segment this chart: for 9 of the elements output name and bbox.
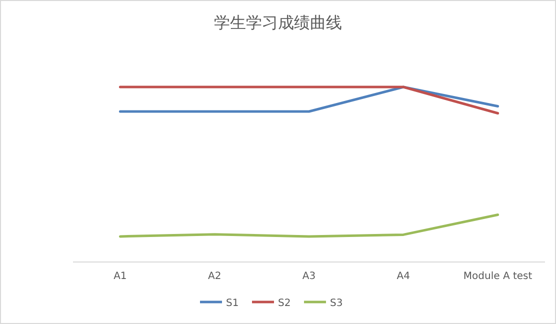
x-tick-label: A1: [114, 271, 127, 282]
x-tick-label: A3: [302, 271, 316, 282]
legend-label: S1: [226, 298, 239, 309]
x-tick-label: A4: [396, 271, 410, 282]
x-tick-label: A2: [208, 271, 222, 282]
x-tick-label: Module A test: [463, 271, 532, 282]
chart-title: 学生学习成绩曲线: [214, 13, 342, 32]
legend-label: S2: [278, 298, 291, 309]
legend-label: S3: [330, 298, 343, 309]
